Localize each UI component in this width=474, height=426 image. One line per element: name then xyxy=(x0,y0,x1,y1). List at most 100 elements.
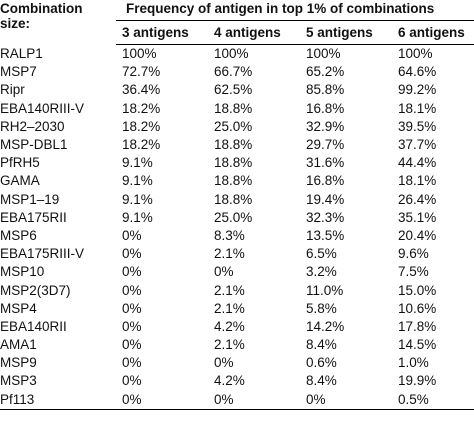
antigen-name-cell: GAMA xyxy=(0,173,40,189)
frequency-cell: 0% xyxy=(214,355,234,371)
frequency-cell: 66.7% xyxy=(214,64,253,80)
frequency-cell: 62.5% xyxy=(214,82,253,98)
frequency-cell: 65.2% xyxy=(306,64,345,80)
antigen-name-cell: RALP1 xyxy=(0,45,43,61)
frequency-cell: 18.8% xyxy=(214,191,253,207)
frequency-cell: 36.4% xyxy=(122,82,161,98)
table-row: RALP1 100% 100% 100% 100% xyxy=(0,45,474,64)
table-row: GAMA 9.1% 18.8% 16.8% 18.1% xyxy=(0,172,474,190)
frequency-cell: 64.6% xyxy=(398,64,437,80)
antigen-name-cell: EBA140RIII-V xyxy=(0,100,85,116)
table-row: EBA140RII 0% 4.2% 14.2% 17.8% xyxy=(0,318,474,336)
frequency-cell: 44.4% xyxy=(398,155,437,171)
frequency-cell: 25.0% xyxy=(214,209,253,225)
frequency-cell: 7.5% xyxy=(398,264,429,280)
frequency-cell: 8.3% xyxy=(214,227,245,243)
frequency-cell: 1.0% xyxy=(398,355,429,371)
frequency-cell: 0% xyxy=(122,264,142,280)
frequency-cell: 0% xyxy=(208,390,300,410)
frequency-cell: 4.2% xyxy=(214,373,245,389)
frequency-cell: 19.4% xyxy=(306,191,345,207)
frequency-cell: 10.6% xyxy=(398,300,437,316)
frequency-cell: 14.5% xyxy=(398,337,437,353)
frequency-cell: 25.0% xyxy=(214,118,253,134)
frequency-cell: 0% xyxy=(122,337,142,353)
frequency-cell: 2.1% xyxy=(214,282,245,298)
frequency-cell: 0% xyxy=(122,227,142,243)
table-row: MSP6 0% 8.3% 13.5% 20.4% xyxy=(0,227,474,245)
antigen-name-cell: MSP4 xyxy=(0,300,37,316)
frequency-cell: 26.4% xyxy=(398,191,437,207)
table-row: AMA1 0% 2.1% 8.4% 14.5% xyxy=(0,336,474,354)
frequency-cell: 20.4% xyxy=(398,227,437,243)
antigen-name-cell: EBA140RII xyxy=(0,318,67,334)
frequency-cell: 9.1% xyxy=(122,209,153,225)
frequency-cell: 9.1% xyxy=(122,155,153,171)
table-row: MSP9 0% 0% 0.6% 1.0% xyxy=(0,354,474,372)
frequency-cell: 85.8% xyxy=(306,82,345,98)
antigen-name-cell: AMA1 xyxy=(0,337,37,353)
frequency-cell: 100% xyxy=(214,46,249,62)
frequency-cell: 18.8% xyxy=(214,137,253,153)
table-row: MSP4 0% 2.1% 5.8% 10.6% xyxy=(0,300,474,318)
frequency-cell: 18.2% xyxy=(122,137,161,153)
column-header: 3 antigens xyxy=(116,20,208,45)
frequency-cell: 0% xyxy=(122,318,142,334)
frequency-cell: 14.2% xyxy=(306,318,345,334)
frequency-cell: 0% xyxy=(116,390,208,410)
table-body: RALP1 100% 100% 100% 100% MSP7 72.7% 66.7% 65.2%… xyxy=(0,45,474,410)
table-row: Pf113 0% 0% 0% 0.5% xyxy=(0,390,474,410)
frequency-cell: 4.2% xyxy=(214,318,245,334)
frequency-cell: 18.8% xyxy=(214,173,253,189)
frequency-cell: 100% xyxy=(122,46,157,62)
frequency-cell: 29.7% xyxy=(306,137,345,153)
table-row: RH2–2030 18.2% 25.0% 32.9% 39.5% xyxy=(0,118,474,136)
frequency-cell: 0% xyxy=(300,390,392,410)
table-row: MSP1–19 9.1% 18.8% 19.4% 26.4% xyxy=(0,191,474,209)
table-row: EBA140RIII-V 18.2% 18.8% 16.8% 18.1% xyxy=(0,100,474,118)
antigen-name-cell: MSP7 xyxy=(0,64,37,80)
frequency-cell: 32.9% xyxy=(306,118,345,134)
frequency-cell: 39.5% xyxy=(398,118,437,134)
frequency-cell: 19.9% xyxy=(398,373,437,389)
antigen-name-cell: MSP10 xyxy=(0,264,45,280)
frequency-cell: 0.5% xyxy=(392,390,474,410)
frequency-cell: 3.2% xyxy=(306,264,337,280)
frequency-cell: 15.0% xyxy=(398,282,437,298)
frequency-cell: 72.7% xyxy=(122,64,161,80)
antigen-name-cell: MSP-DBL1 xyxy=(0,137,68,153)
frequency-cell: 13.5% xyxy=(306,227,345,243)
column-header: 6 antigens xyxy=(392,20,474,45)
frequency-cell: 8.4% xyxy=(306,373,337,389)
frequency-cell: 100% xyxy=(306,46,341,62)
frequency-cell: 18.1% xyxy=(398,100,437,116)
table-row: MSP3 0% 4.2% 8.4% 19.9% xyxy=(0,372,474,390)
frequency-cell: 2.1% xyxy=(214,337,245,353)
frequency-cell: 31.6% xyxy=(306,155,345,171)
frequency-cell: 11.0% xyxy=(306,282,344,298)
antigen-name-cell: Ripr xyxy=(0,82,25,98)
frequency-cell: 9.1% xyxy=(122,191,153,207)
antigen-name-cell: RH2–2030 xyxy=(0,118,65,134)
table-row: MSP2(3D7) 0% 2.1% 11.0% 15.0% xyxy=(0,281,474,299)
frequency-cell: 0% xyxy=(122,355,142,371)
corner-header: Combination size: xyxy=(0,1,83,31)
header-row-top: Combination size: Frequency of antigen i… xyxy=(0,0,474,31)
antigen-name-cell: MSP6 xyxy=(0,227,37,243)
frequency-cell: 6.5% xyxy=(306,246,337,262)
table-row: EBA175RIII-V 0% 2.1% 6.5% 9.6% xyxy=(0,245,474,263)
frequency-cell: 9.1% xyxy=(122,173,153,189)
antigen-name-cell: PfRH5 xyxy=(0,155,40,171)
frequency-cell: 0% xyxy=(122,246,142,262)
frequency-cell: 16.8% xyxy=(306,100,345,116)
frequency-cell: 0.6% xyxy=(306,355,337,371)
antigen-name-cell: Pf113 xyxy=(0,390,116,410)
antigen-name-cell: MSP3 xyxy=(0,373,37,389)
column-header: 5 antigens xyxy=(300,20,392,45)
table-row: EBA175RII 9.1% 25.0% 32.3% 35.1% xyxy=(0,209,474,227)
antigen-name-cell: MSP9 xyxy=(0,355,37,371)
antigen-name-cell: EBA175RII xyxy=(0,209,67,225)
frequency-cell: 0% xyxy=(122,373,142,389)
frequency-cell: 8.4% xyxy=(306,337,337,353)
